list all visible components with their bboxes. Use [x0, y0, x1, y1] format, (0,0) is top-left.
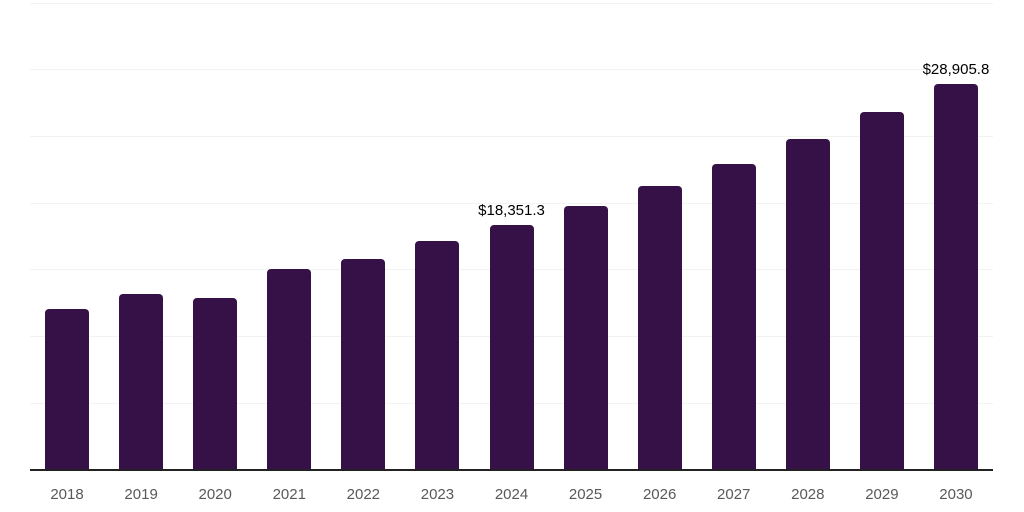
bar-2023: [415, 240, 460, 470]
bar-2024: [489, 225, 534, 470]
bar-2022: [341, 259, 386, 470]
gridline: [30, 2, 993, 4]
bar-2030: [933, 84, 978, 470]
bar-2018: [45, 308, 90, 470]
bar-value-label-2024: $18,351.3: [478, 202, 545, 220]
bar-2021: [267, 268, 312, 470]
bar-2019: [119, 293, 164, 470]
bar-2029: [859, 112, 904, 470]
x-axis-line: [30, 469, 993, 471]
x-tick-label-2018: 2018: [50, 486, 84, 503]
bar-2020: [193, 297, 238, 470]
x-tick-label-2022: 2022: [346, 486, 381, 503]
bar-2026: [637, 185, 682, 470]
x-tick-label-2025: 2025: [568, 486, 603, 503]
x-tick-label-2023: 2023: [420, 486, 455, 503]
x-tick-label-2021: 2021: [272, 486, 306, 503]
bar-2025: [563, 205, 608, 470]
gridline: [30, 69, 993, 71]
x-tick-label-2019: 2019: [124, 486, 158, 503]
x-tick-label-2026: 2026: [642, 486, 677, 503]
x-tick-label-2024: 2024: [494, 486, 529, 503]
gridline: [30, 202, 993, 204]
bar-2028: [785, 139, 830, 470]
bar-value-label-2030: $28,905.8: [922, 61, 990, 79]
x-tick-label-2028: 2028: [791, 486, 825, 503]
x-tick-label-2029: 2029: [865, 486, 899, 503]
gridline: [30, 135, 993, 137]
x-tick-label-2020: 2020: [198, 486, 232, 503]
bar-2027: [711, 164, 756, 470]
x-tick-label-2030: 2030: [939, 486, 973, 503]
x-tick-label-2027: 2027: [717, 486, 751, 503]
